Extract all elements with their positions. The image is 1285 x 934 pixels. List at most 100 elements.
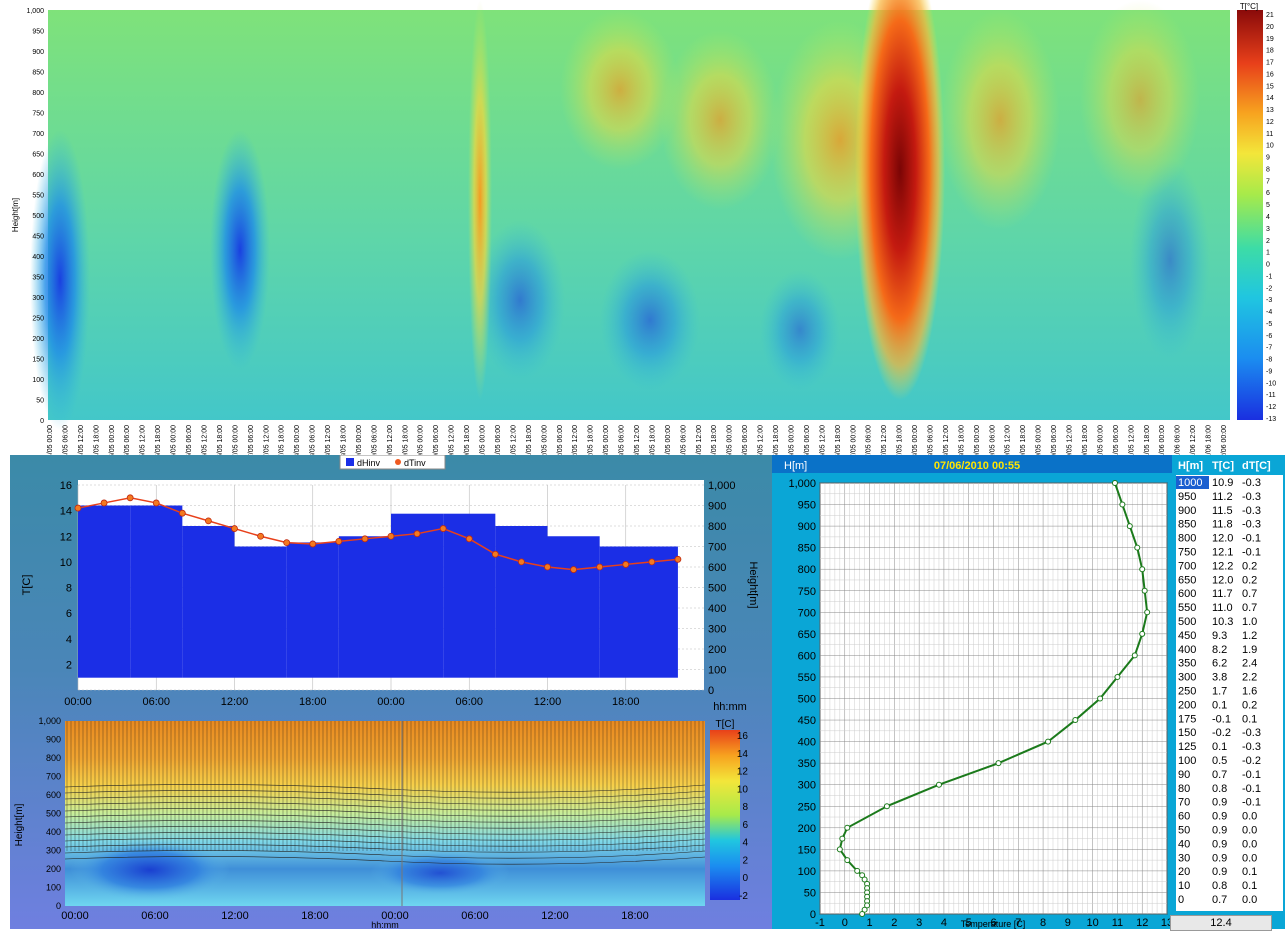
top-colorbar-tick: -5 — [1266, 321, 1272, 328]
top-x-tick: 27/05 00:00 — [850, 425, 857, 455]
profile-x-tick: 10 — [1087, 917, 1099, 929]
lower-colorbar — [710, 730, 740, 900]
top-colorbar-tick: 14 — [1266, 95, 1274, 102]
top-x-tick: 20/05 06:00 — [433, 425, 440, 455]
top-colorbar-tick: 5 — [1266, 202, 1270, 209]
contour-isoline — [64, 790, 706, 799]
profile-table-cell: 12.0 — [1212, 574, 1233, 586]
top-colorbar-tick: -3 — [1266, 297, 1272, 304]
profile-point — [861, 906, 868, 913]
top-colorbar-tick: 6 — [1266, 190, 1270, 197]
dhinv-bar — [234, 546, 287, 678]
profile-table-cell: 0.1 — [1242, 880, 1257, 892]
lower-x-tick: 00:00 — [61, 910, 89, 922]
profile-table-cell: 0.2 — [1242, 560, 1257, 572]
lower-colorbar-tick: 2 — [742, 855, 748, 866]
contour-cold-region-1 — [70, 840, 230, 900]
profile-table-cell: 250 — [1178, 686, 1196, 698]
dhinv-bar — [495, 526, 548, 678]
upper-x-tick: 06:00 — [455, 696, 483, 708]
profile-y-tick: 0 — [810, 909, 816, 921]
top-x-tick: 30/05 12:00 — [1067, 425, 1074, 455]
profile-table-cell: 0.7 — [1242, 602, 1257, 614]
top-y-tick: 500 — [32, 213, 44, 220]
profile-table-cell: 40 — [1178, 838, 1190, 850]
top-colorbar-tick: 9 — [1266, 155, 1270, 162]
legend-dtinv: dTinv — [404, 458, 426, 468]
profile-grid — [819, 482, 1168, 915]
top-x-tick: 26/05 00:00 — [788, 425, 795, 455]
profile-y-tick: 450 — [798, 715, 816, 727]
top-colorbar-tick: 17 — [1266, 60, 1274, 67]
top-x-tick: 24/05 00:00 — [665, 425, 672, 455]
profile-header-bar — [772, 455, 1172, 473]
lower-y-tick: 200 — [46, 864, 61, 874]
top-y-tick: 950 — [32, 29, 44, 36]
profile-table-cell: 650 — [1178, 574, 1196, 586]
dtinv-point — [387, 532, 395, 540]
lower-colorbar-ticks: 16 14 12 10 8 6 4 2 0 -2 — [737, 731, 749, 902]
top-x-tick: 14/05 06:00 — [62, 425, 69, 455]
profile-table-cell: 0.9 — [1212, 838, 1227, 850]
dhinv-bar — [338, 536, 391, 678]
legend-dhinv-swatch — [346, 458, 354, 466]
profile-y-tick: 950 — [798, 500, 816, 512]
top-colorbar-tick: -9 — [1266, 368, 1272, 375]
dtinv-point — [544, 563, 551, 571]
top-x-tick: 31/05 06:00 — [1113, 425, 1120, 455]
profile-table-cell: 12.0 — [1212, 533, 1233, 545]
profile-y-tick: 850 — [798, 543, 816, 555]
profile-point — [861, 876, 868, 883]
top-x-tick: 24/05 12:00 — [696, 425, 703, 455]
upper-x-tick: 12:00 — [221, 696, 249, 708]
lower-colorbar-tick: 14 — [737, 749, 749, 760]
profile-table-cell: 0.9 — [1212, 811, 1227, 823]
lower-x-tick: 00:00 — [381, 910, 409, 922]
legend-dtinv-swatch — [395, 459, 401, 465]
top-x-tick: 19/05 12:00 — [387, 425, 394, 455]
top-x-tick: 22/05 06:00 — [557, 425, 564, 455]
top-x-tick: 17/05 12:00 — [263, 425, 270, 455]
profile-table-cell: 30 — [1178, 852, 1190, 864]
profile-table-cell: 950 — [1178, 491, 1196, 503]
profile-table-cell: -0.3 — [1242, 477, 1261, 489]
top-x-axis: 14/05 00:00 14/05 06:00 14/05 12:00 14/05 1… — [47, 425, 1228, 455]
lower-x-tick: 06:00 — [141, 910, 169, 922]
profile-y-tick: 250 — [798, 801, 816, 813]
profile-point — [883, 803, 890, 810]
profile-table-cell: 0.0 — [1242, 811, 1257, 823]
lower-y-tick: 700 — [46, 772, 61, 782]
lower-y-tick: 100 — [46, 883, 61, 893]
top-x-tick: 01/06 06:00 — [1175, 425, 1182, 455]
upper-right-tick: 800 — [708, 521, 726, 533]
profile-x-tick: 4 — [941, 917, 947, 929]
profile-point — [1097, 695, 1104, 702]
profile-table-cell: 0 — [1178, 894, 1184, 906]
dtinv-point — [205, 517, 212, 525]
profile-y-tick: 700 — [798, 607, 816, 619]
profile-table-cell: 750 — [1178, 547, 1196, 559]
upper-right-tick: 1,000 — [708, 480, 736, 492]
profile-ylabel: H[m] — [784, 460, 807, 472]
profile-table-header: T[C] — [1212, 460, 1234, 472]
top-heatmap-field — [30, 0, 1230, 430]
profile-y-tick: 350 — [798, 758, 816, 770]
profile-table-cell: 0.0 — [1242, 894, 1257, 906]
top-colorbar-tick: 4 — [1266, 214, 1270, 221]
lower-x-tick: 18:00 — [301, 910, 329, 922]
dtinv-point — [283, 539, 291, 547]
profile-y-tick: 1,000 — [788, 478, 816, 490]
dhinv-bar — [391, 513, 444, 678]
profile-table-cell: -0.2 — [1212, 727, 1231, 739]
dtinv-point — [570, 566, 577, 573]
top-x-tick: 31/05 00:00 — [1097, 425, 1104, 455]
profile-y-tick: 750 — [798, 586, 816, 598]
profile-table-cell: 9.3 — [1212, 630, 1227, 642]
top-x-tick: 29/05 12:00 — [1005, 425, 1012, 455]
top-x-tick: 18/05 12:00 — [325, 425, 332, 455]
profile-table-cell: 0.5 — [1212, 755, 1227, 767]
profile-point — [1126, 523, 1133, 530]
top-colorbar-tick: 12 — [1266, 119, 1274, 126]
contour-isoline — [64, 856, 706, 865]
top-x-tick: 21/05 06:00 — [495, 425, 502, 455]
